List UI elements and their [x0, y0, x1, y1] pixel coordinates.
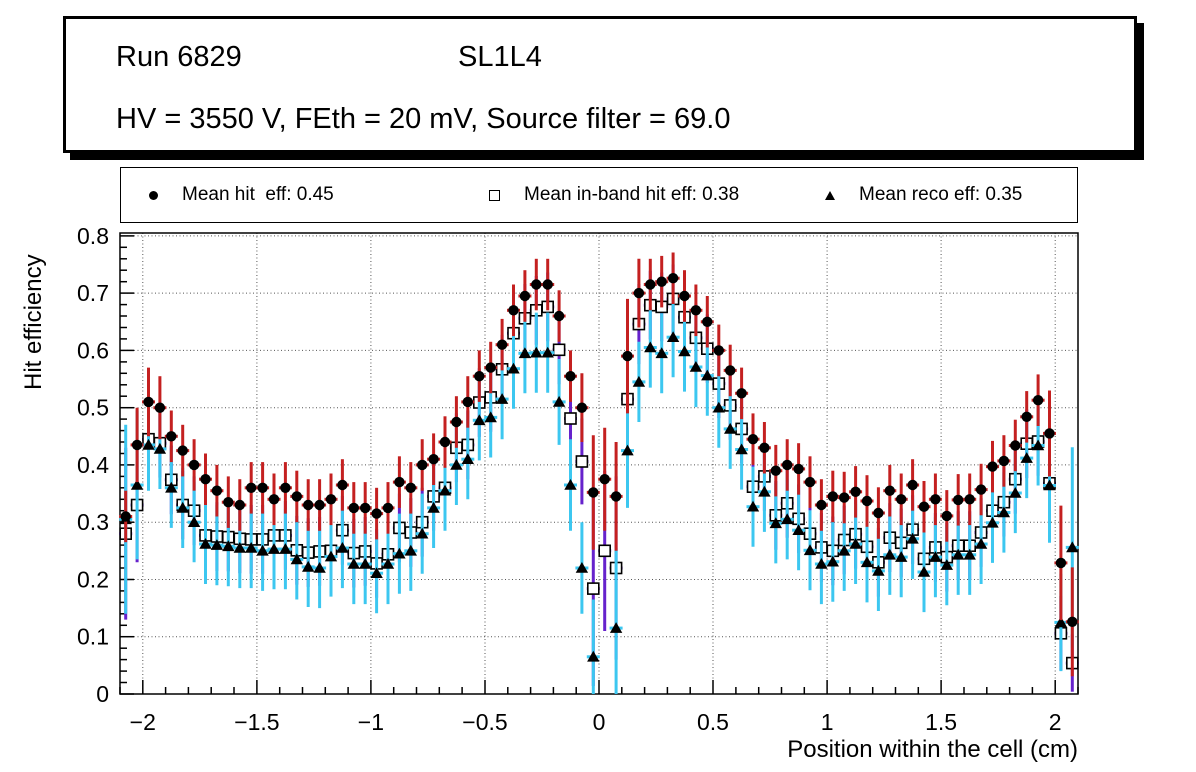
svg-text:0.3: 0.3 — [77, 509, 109, 535]
open-square-icon — [489, 189, 500, 201]
chamber-id: SL1L4 — [458, 41, 542, 73]
legend-label: Mean reco eff: 0.35 — [859, 184, 1023, 205]
legend-entry-inband-eff: Mean in-band hit eff: 0.38 — [489, 168, 739, 222]
legend-entry-reco-eff: Mean reco eff: 0.35 — [825, 168, 1022, 222]
run-number: Run 6829 — [116, 41, 242, 73]
svg-text:0.5: 0.5 — [77, 395, 109, 421]
svg-text:0.7: 0.7 — [77, 280, 109, 306]
legend: Mean hit eff: 0.45 Mean in-band hit eff:… — [120, 167, 1078, 223]
svg-text:1: 1 — [821, 709, 834, 735]
svg-text:1.5: 1.5 — [925, 709, 957, 735]
y-axis-title: Hit efficiency — [20, 254, 47, 390]
svg-text:2: 2 — [1049, 709, 1062, 735]
svg-text:0: 0 — [96, 681, 109, 707]
svg-text:0.1: 0.1 — [77, 624, 109, 650]
svg-text:0.8: 0.8 — [77, 223, 109, 249]
filled-triangle-icon — [825, 190, 835, 200]
legend-entry-hit-eff: Mean hit eff: 0.45 — [149, 168, 334, 222]
run-conditions: HV = 3550 V, FEth = 20 mV, Source filter… — [116, 103, 731, 135]
title-box: Run 6829 SL1L4 HV = 3550 V, FEth = 20 mV… — [63, 16, 1137, 153]
svg-text:0.6: 0.6 — [77, 337, 109, 363]
svg-text:−0.5: −0.5 — [462, 709, 507, 735]
filled-circle-icon — [149, 190, 158, 200]
svg-text:0.2: 0.2 — [77, 567, 109, 593]
svg-text:−1: −1 — [358, 709, 384, 735]
svg-text:0.4: 0.4 — [77, 452, 109, 478]
svg-text:0: 0 — [593, 709, 606, 735]
x-axis-title: Position within the cell (cm) — [787, 736, 1078, 763]
legend-label: Mean in-band hit eff: 0.38 — [524, 184, 740, 205]
legend-label: Mean hit eff: 0.45 — [182, 184, 334, 205]
svg-text:0.5: 0.5 — [697, 709, 729, 735]
svg-text:−2: −2 — [130, 709, 156, 735]
svg-text:−1.5: −1.5 — [234, 709, 279, 735]
